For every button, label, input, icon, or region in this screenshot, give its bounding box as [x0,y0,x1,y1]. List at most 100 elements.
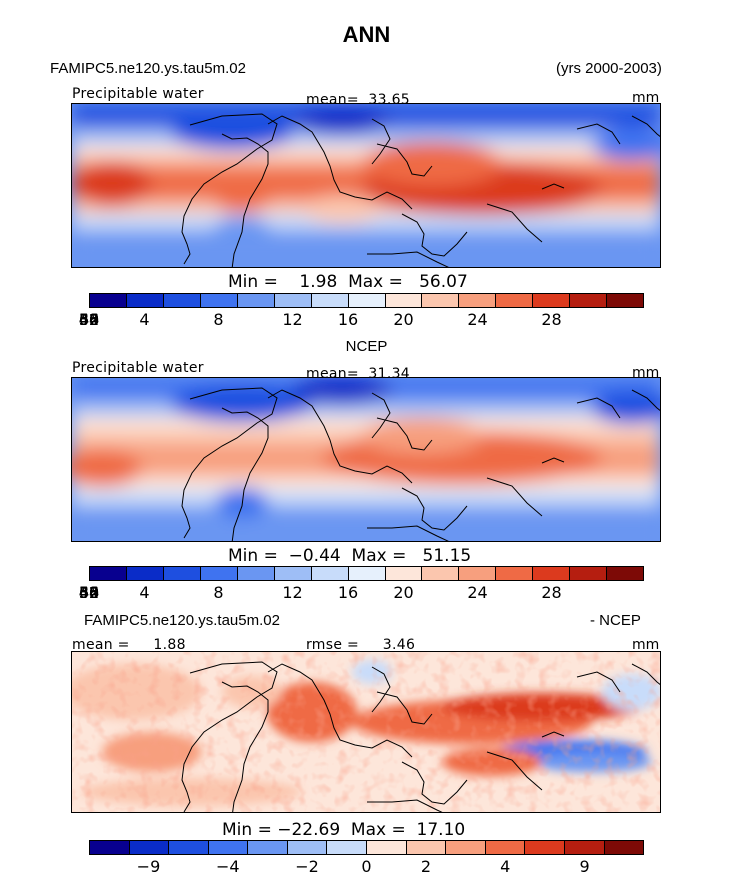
colorbar-tick-label: 44 [78,310,100,329]
colorbar-segment [496,294,534,307]
colorbar-segment [564,841,605,854]
colorbar-segment [200,294,238,307]
colorbar-segment [348,567,386,580]
colorbar-tick-label: 4 [139,310,150,329]
colorbar-tick-label: 52 [78,583,100,602]
colorbar-tick-label: 4 [139,583,150,602]
colorbar-segment [607,567,644,580]
colorbar-tick-label: 24 [467,583,488,602]
panel3-minmax: Min = −22.69 Max = 17.10 [222,820,466,840]
colorbar-tick-label: 8 [213,583,224,602]
colorbar-tick-label: 60 [78,583,100,602]
colorbar-tick-label: 9 [579,857,590,876]
colorbar-segment [327,841,368,854]
panel3-title-right: - NCEP [590,612,641,629]
panel3-colorbar-ticks: −9 −4 −2 0 2 4 9 [89,857,644,877]
panel2-colorbar [89,566,644,581]
panel1-units: mm [632,90,660,106]
colorbar-segment [163,294,201,307]
colorbar-segment [126,567,164,580]
colorbar-segment [311,567,349,580]
colorbar-segment [459,567,497,580]
panel1-colorbar-ticks: 4 8 12 16 20 24 28 32 36 40 44 48 52 56 60 [79,310,644,330]
colorbar-tick-label: 48 [78,310,100,329]
colorbar-segment [287,841,328,854]
years-label: (yrs 2000-2003) [556,60,662,77]
colorbar-segment [90,841,130,854]
panel2-label: Precipitable water [72,360,204,376]
case-name: FAMIPC5.ne120.ys.tau5m.02 [50,60,246,77]
colorbar-segment [406,841,447,854]
colorbar-tick-label: 24 [467,310,488,329]
colorbar-tick-label: 52 [78,310,100,329]
colorbar-segment [311,294,349,307]
panel3-map [71,651,661,813]
colorbar-segment [208,841,249,854]
colorbar-tick-label: 48 [78,583,100,602]
colorbar-segment [385,567,423,580]
colorbar-segment [570,567,608,580]
colorbar-tick-label: 36 [78,310,100,329]
colorbar-tick-label: −2 [295,857,319,876]
colorbar-tick-label: 20 [393,310,414,329]
colorbar-tick-label: 12 [282,583,303,602]
colorbar-segment [237,294,275,307]
colorbar-segment [485,841,526,854]
colorbar-segment [200,567,238,580]
panel3-units: mm [632,637,660,653]
panel2-title: NCEP [345,338,388,355]
colorbar-segment [90,294,127,307]
colorbar-tick-label: 12 [282,310,303,329]
colorbar-tick-label: 28 [541,583,562,602]
colorbar-tick-label: 40 [78,583,100,602]
panel1-map [71,103,661,268]
panel3-heatmap [72,652,660,812]
panel1-label: Precipitable water [72,86,204,102]
colorbar-tick-label: 8 [213,310,224,329]
colorbar-tick-label: −4 [215,857,240,876]
colorbar-segment [604,841,644,854]
colorbar-segment [570,294,608,307]
colorbar-segment [274,567,312,580]
colorbar-tick-label: 32 [78,310,100,329]
panel2-colorbar-ticks: 4 8 12 16 20 24 28 32 36 40 44 48 52 56 60 [79,583,644,603]
colorbar-segment [607,294,644,307]
colorbar-segment [126,294,164,307]
colorbar-tick-label: 16 [337,583,359,602]
colorbar-segment [169,841,209,854]
colorbar-segment [367,841,407,854]
colorbar-segment [90,567,127,580]
colorbar-segment [422,567,460,580]
colorbar-tick-label: 4 [500,857,511,876]
colorbar-tick-label: 2 [420,857,432,876]
panel3-title-left: FAMIPC5.ne120.ys.tau5m.02 [84,612,280,629]
colorbar-segment [422,294,460,307]
panel3-rmse: rmse = 3.46 [306,637,416,653]
panel2-heatmap [72,378,660,541]
colorbar-segment [533,294,571,307]
colorbar-segment [385,294,423,307]
panel1-colorbar [89,293,644,308]
colorbar-tick-label: 60 [78,310,100,329]
colorbar-tick-label: 32 [78,583,100,602]
colorbar-segment [163,567,201,580]
colorbar-tick-label: 56 [78,583,100,602]
colorbar-tick-label: −9 [136,857,161,876]
panel2-map [71,377,661,542]
colorbar-segment [533,567,571,580]
colorbar-segment [459,294,497,307]
panel2-minmax: Min = −0.44 Max = 51.15 [228,546,472,566]
colorbar-tick-label: 16 [337,310,359,329]
colorbar-segment [348,294,386,307]
colorbar-segment [274,294,312,307]
panel1-minmax: Min = 1.98 Max = 56.07 [228,272,468,292]
panel3-mean: mean = 1.88 [72,637,186,653]
colorbar-tick-label: 40 [78,310,100,329]
colorbar-segment [496,567,534,580]
colorbar-tick-label: 56 [78,310,100,329]
panel3-colorbar [89,840,644,855]
colorbar-segment [446,841,486,854]
colorbar-tick-label: 0 [361,857,372,876]
colorbar-segment [237,567,275,580]
colorbar-tick-label: 44 [78,583,100,602]
